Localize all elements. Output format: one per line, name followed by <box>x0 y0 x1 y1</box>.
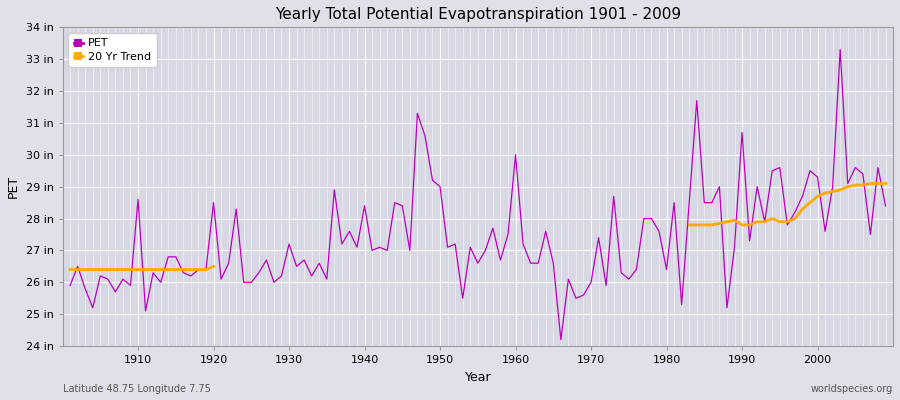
X-axis label: Year: Year <box>464 371 491 384</box>
Text: worldspecies.org: worldspecies.org <box>811 384 893 394</box>
Title: Yearly Total Potential Evapotranspiration 1901 - 2009: Yearly Total Potential Evapotranspiratio… <box>274 7 681 22</box>
Legend: PET, 20 Yr Trend: PET, 20 Yr Trend <box>68 33 157 67</box>
Text: Latitude 48.75 Longitude 7.75: Latitude 48.75 Longitude 7.75 <box>62 384 211 394</box>
Y-axis label: PET: PET <box>7 175 20 198</box>
